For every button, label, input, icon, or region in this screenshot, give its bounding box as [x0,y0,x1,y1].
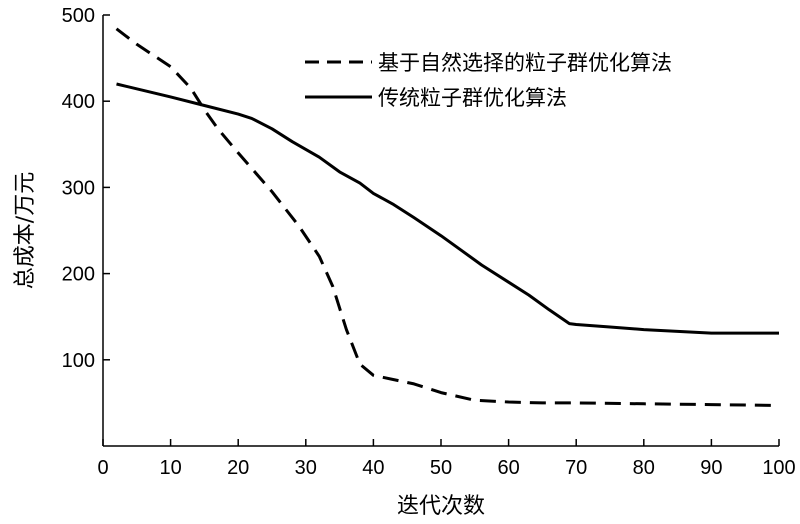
y-axis-ticks: 100 200 300 400 500 [62,5,110,372]
y-axis-title: 总成本/万元 [13,172,38,289]
x-tick-label: 50 [430,457,452,479]
y-tick-label: 400 [62,91,95,113]
x-tick-label: 40 [362,457,384,479]
legend-label-natural-selection-pso: 基于自然选择的粒子群优化算法 [378,51,672,75]
x-tick-label: 20 [227,457,249,479]
series-line-traditional-pso [116,82,779,335]
x-tick-label: 80 [633,457,655,479]
legend-label-traditional-pso: 传统粒子群优化算法 [378,86,567,110]
y-tick-label: 500 [62,5,95,27]
y-tick-label: 200 [62,264,95,286]
series-line-natural-selection-pso [115,27,780,407]
x-tick-label: 60 [497,457,519,479]
legend: 基于自然选择的粒子群优化算法 传统粒子群优化算法 [305,51,672,110]
x-tick-label: 10 [159,457,181,479]
x-tick-label: 0 [97,457,108,479]
x-tick-label: 30 [295,457,317,479]
x-axis-title: 迭代次数 [397,494,485,519]
plot-frame [102,15,779,447]
x-tick-label: 100 [762,457,795,479]
x-axis-ticks: 0 10 20 30 40 50 60 70 80 90 100 [97,439,796,479]
y-tick-label: 300 [62,177,95,199]
x-tick-label: 90 [700,457,722,479]
series-layer [115,27,780,407]
y-tick-label: 100 [62,350,95,372]
x-tick-label: 70 [565,457,587,479]
